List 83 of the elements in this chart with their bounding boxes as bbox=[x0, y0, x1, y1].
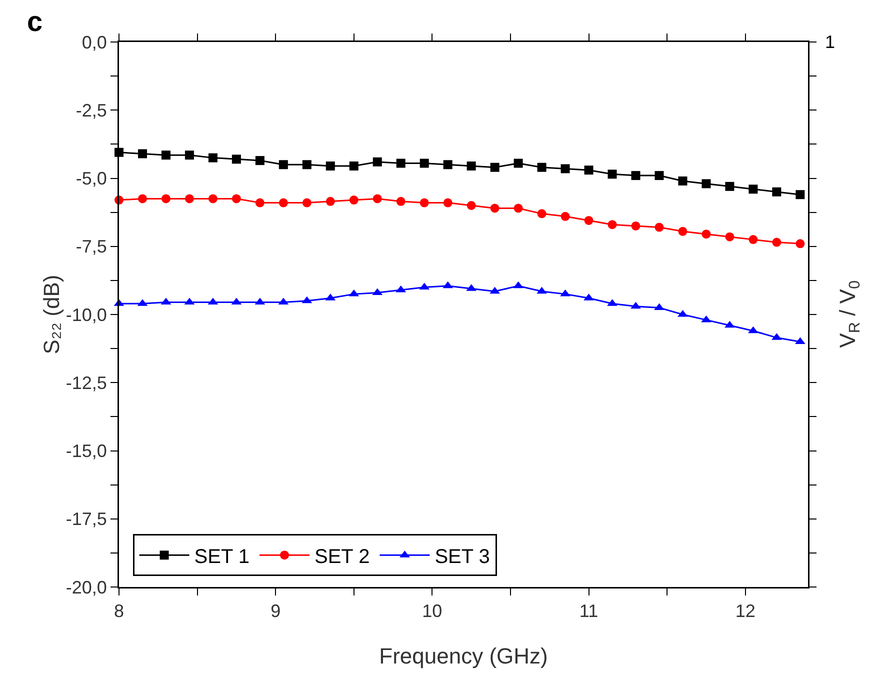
point bbox=[326, 196, 335, 206]
point bbox=[537, 209, 546, 218]
point bbox=[631, 171, 640, 180]
point bbox=[772, 238, 782, 247]
point bbox=[466, 201, 476, 210]
y-tick-label: -20,0 bbox=[66, 577, 107, 598]
point bbox=[631, 221, 640, 230]
point bbox=[232, 194, 241, 204]
point bbox=[514, 158, 523, 168]
point bbox=[184, 150, 194, 160]
point bbox=[702, 230, 711, 239]
y-axis-title: S₂₂ (dB) bbox=[38, 274, 64, 354]
legend-label: SET 1 bbox=[194, 546, 250, 568]
y-tick-label: -2,5 bbox=[76, 100, 107, 120]
point bbox=[184, 194, 194, 204]
point bbox=[420, 198, 429, 208]
point bbox=[608, 220, 617, 230]
point bbox=[302, 198, 312, 208]
point bbox=[748, 184, 758, 194]
point bbox=[278, 160, 288, 170]
text: 1 bbox=[825, 32, 836, 52]
point bbox=[748, 235, 758, 244]
y-tick-label: -12,5 bbox=[66, 372, 107, 393]
point bbox=[608, 170, 617, 179]
point bbox=[232, 154, 241, 164]
x-tick-label: 8 bbox=[114, 601, 124, 622]
y-tick-label: -15,0 bbox=[66, 441, 107, 462]
point bbox=[255, 156, 264, 166]
point bbox=[443, 198, 452, 208]
point bbox=[514, 204, 523, 213]
point bbox=[278, 198, 288, 208]
point bbox=[584, 166, 594, 175]
point bbox=[560, 164, 570, 174]
point bbox=[537, 162, 546, 172]
x-tick-label: 11 bbox=[579, 601, 598, 622]
point bbox=[725, 182, 734, 191]
point bbox=[302, 160, 312, 170]
x-tick-label: 9 bbox=[270, 601, 281, 622]
x-axis-title: Frequency (GHz) bbox=[379, 644, 548, 668]
point bbox=[796, 239, 805, 248]
point bbox=[396, 196, 406, 206]
point bbox=[678, 226, 688, 236]
x-tick-label: 12 bbox=[735, 601, 756, 622]
y-tick-label: 0,0 bbox=[82, 32, 107, 52]
legend-label: SET 3 bbox=[434, 546, 490, 568]
point bbox=[701, 315, 712, 322]
point bbox=[420, 158, 429, 168]
point bbox=[138, 194, 147, 204]
point bbox=[255, 198, 264, 208]
legend-label: SET 2 bbox=[314, 546, 370, 568]
x-tick-label: 10 bbox=[422, 601, 442, 622]
point bbox=[466, 161, 476, 170]
text: c bbox=[27, 6, 43, 37]
point bbox=[372, 157, 382, 166]
point bbox=[208, 153, 218, 162]
point bbox=[138, 149, 147, 158]
point bbox=[161, 150, 170, 160]
point bbox=[349, 196, 358, 205]
point bbox=[654, 171, 664, 180]
point bbox=[796, 190, 805, 200]
point bbox=[208, 194, 218, 204]
point bbox=[772, 187, 782, 196]
point bbox=[372, 194, 382, 204]
point bbox=[702, 179, 711, 188]
point bbox=[349, 161, 358, 170]
y-tick-label: -7,5 bbox=[76, 236, 107, 257]
y-tick-label: -17,5 bbox=[66, 509, 107, 530]
point bbox=[536, 286, 547, 294]
point bbox=[678, 176, 688, 186]
point bbox=[490, 162, 500, 172]
point bbox=[724, 320, 735, 328]
point bbox=[443, 160, 452, 170]
y-tick-label: -10,0 bbox=[66, 304, 107, 325]
point bbox=[161, 194, 170, 204]
point bbox=[560, 212, 570, 221]
y-tick-label: -5,0 bbox=[76, 168, 107, 189]
point bbox=[584, 216, 594, 225]
point bbox=[654, 222, 664, 232]
point bbox=[326, 161, 335, 170]
point bbox=[630, 302, 641, 309]
point bbox=[725, 232, 734, 242]
point bbox=[490, 204, 500, 213]
point bbox=[396, 158, 406, 168]
